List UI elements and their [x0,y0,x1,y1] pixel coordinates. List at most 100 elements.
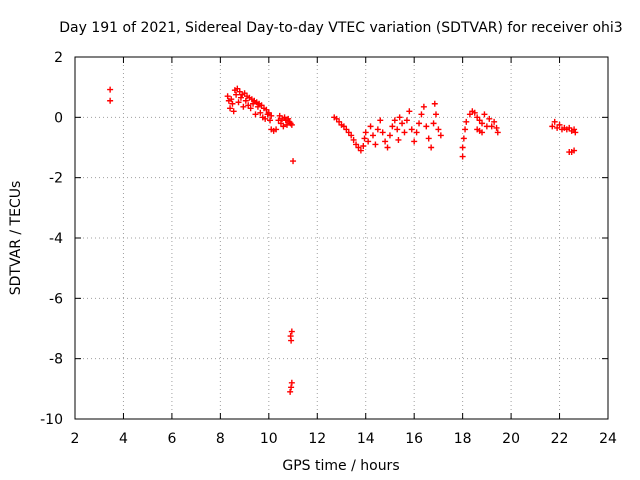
data-point [365,138,372,145]
x-tick-labels: 2 4 6 8 10 12 14 16 18 20 22 24 [71,431,617,447]
data-point [551,118,558,125]
chart-title: Day 191 of 2021, Sidereal Day-to-day VTE… [59,20,622,36]
data-point [389,123,396,130]
data-point [361,135,368,142]
data-point [345,129,352,136]
data-point [459,153,466,160]
data-point [288,121,295,128]
data-point [494,129,501,136]
data-point [288,384,295,391]
data-point [369,132,376,139]
data-point [236,88,243,95]
y-tick-label: 0 [54,110,63,126]
data-point [491,118,498,125]
data-point [247,105,254,112]
data-point [432,111,439,118]
data-point [459,144,466,151]
data-point [384,144,391,151]
data-points [107,85,579,395]
data-point [273,126,280,133]
data-point [367,123,374,130]
x-tick-label: 8 [216,431,225,447]
data-point [360,142,367,149]
x-tick-label: 2 [71,431,80,447]
data-point [235,99,242,106]
data-point [372,141,379,148]
data-point [355,144,362,151]
y-tick-label: 2 [54,50,63,66]
data-point [280,123,287,130]
data-point [566,124,573,131]
data-point [413,129,420,136]
data-point [263,106,270,113]
x-tick-label: 4 [119,431,128,447]
data-point [572,129,579,136]
data-point [237,94,244,101]
data-point [463,118,470,125]
data-point [285,115,292,122]
data-point [350,136,357,143]
data-point [386,132,393,139]
data-point [107,86,114,93]
data-point [479,129,486,136]
y-tick-labels: -10 -8 -6 -4 -2 0 2 [40,50,63,428]
data-point [549,123,556,130]
data-point [107,97,114,104]
data-point [571,147,578,154]
data-point [288,337,295,344]
data-point [418,111,425,118]
data-point [460,135,467,142]
data-point [401,129,408,136]
data-point [290,158,297,165]
data-point [288,379,295,386]
x-tick-label: 24 [599,431,617,447]
data-point [276,112,283,119]
data-point [241,90,248,97]
data-point [431,100,438,107]
data-point [275,117,282,124]
data-point [396,114,403,121]
data-point [479,120,486,127]
data-point [395,136,402,143]
data-point [245,102,252,109]
data-point [353,141,360,148]
data-point [262,115,269,122]
data-point [430,120,437,127]
data-point [258,102,265,109]
y-tick-label: -2 [49,171,63,187]
data-point [462,126,469,133]
data-point [474,114,481,121]
data-point [333,115,340,122]
data-point [227,105,234,112]
data-point [471,109,478,116]
x-tick-label: 18 [454,431,472,447]
data-point [257,109,264,116]
data-point [394,126,401,133]
data-point [428,144,435,151]
y-tick-label: -6 [49,291,63,307]
data-point [348,132,355,139]
data-point [406,108,413,115]
data-point [556,121,563,128]
data-point [234,85,241,92]
data-point [357,147,364,154]
axis-ticks [74,56,609,420]
data-point [377,117,384,124]
x-tick-label: 10 [260,431,278,447]
x-tick-label: 20 [502,431,520,447]
y-tick-label: -10 [40,412,63,428]
data-point [267,117,274,124]
data-point [481,111,488,118]
data-point [379,129,386,136]
data-point [488,123,495,130]
data-point [493,124,500,131]
data-point [229,100,236,107]
y-axis-label: SDTVAR / TECUs [8,181,24,296]
y-tick-label: -8 [49,352,63,368]
data-point [240,103,247,110]
data-point [391,117,398,124]
data-point [411,138,418,145]
data-point [277,120,284,127]
data-point [420,103,427,110]
